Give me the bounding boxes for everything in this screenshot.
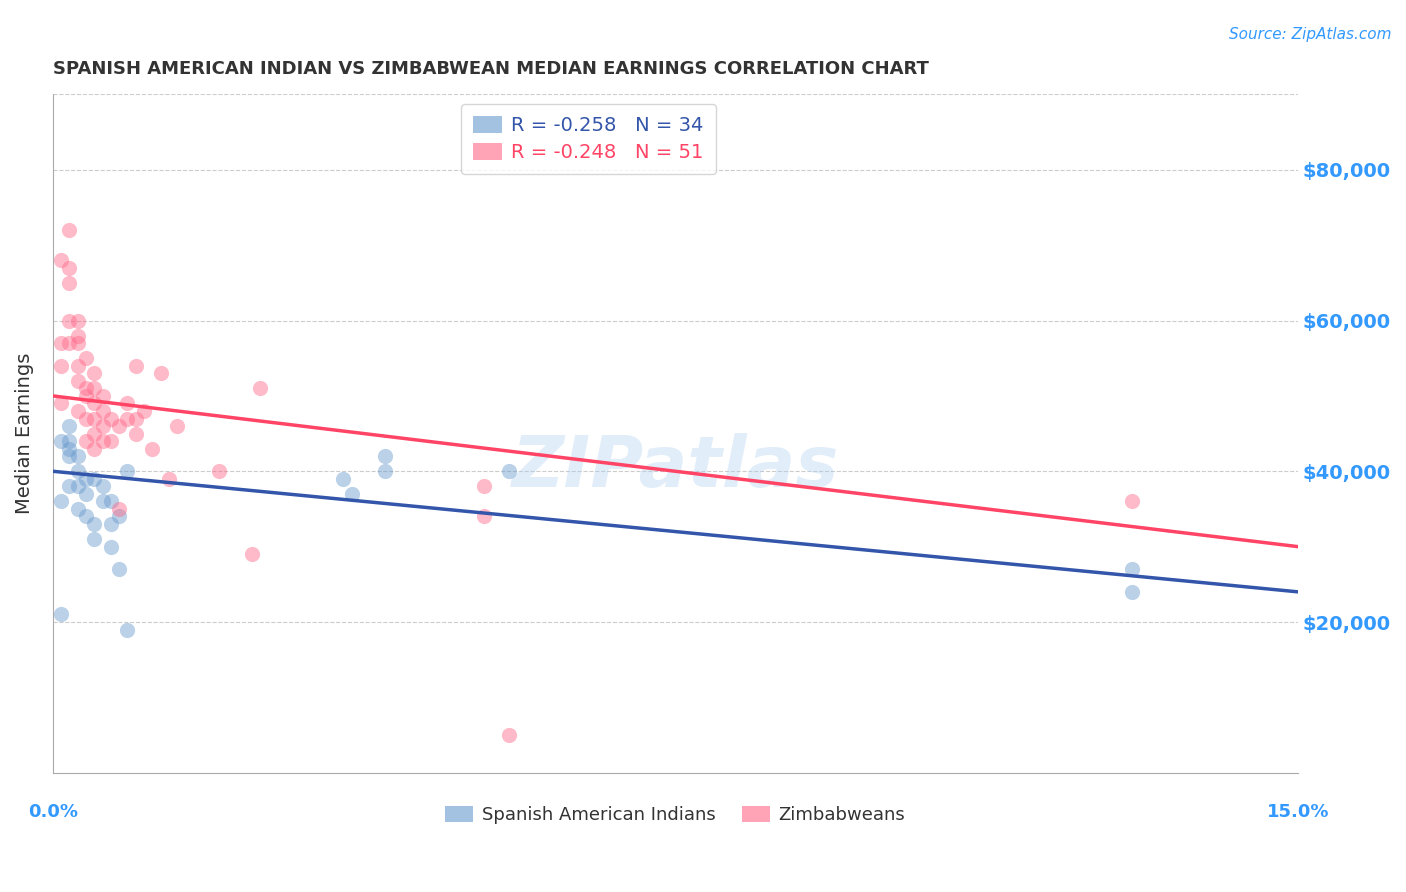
Point	[249, 381, 271, 395]
Point	[108, 509, 131, 524]
Point	[117, 411, 139, 425]
Point	[1121, 494, 1143, 508]
Point	[75, 472, 97, 486]
Point	[58, 449, 80, 463]
Point	[100, 540, 122, 554]
Point	[58, 336, 80, 351]
Point	[374, 449, 396, 463]
Point	[91, 434, 114, 449]
Point	[83, 396, 105, 410]
Point	[157, 472, 180, 486]
Point	[75, 487, 97, 501]
Point	[83, 516, 105, 531]
Point	[374, 464, 396, 478]
Point	[166, 419, 188, 434]
Point	[100, 434, 122, 449]
Point	[474, 509, 496, 524]
Point	[117, 623, 139, 637]
Point	[125, 411, 148, 425]
Point	[58, 479, 80, 493]
Point	[66, 404, 89, 418]
Point	[58, 313, 80, 327]
Point	[58, 223, 80, 237]
Text: Source: ZipAtlas.com: Source: ZipAtlas.com	[1229, 27, 1392, 42]
Point	[208, 464, 231, 478]
Point	[66, 464, 89, 478]
Point	[83, 411, 105, 425]
Point	[83, 366, 105, 380]
Point	[49, 434, 72, 449]
Point	[498, 464, 520, 478]
Point	[75, 411, 97, 425]
Point	[49, 253, 72, 268]
Point	[91, 494, 114, 508]
Point	[66, 359, 89, 373]
Point	[83, 532, 105, 546]
Point	[75, 351, 97, 366]
Point	[66, 502, 89, 516]
Point	[83, 472, 105, 486]
Point	[75, 509, 97, 524]
Text: 0.0%: 0.0%	[28, 804, 77, 822]
Point	[49, 396, 72, 410]
Point	[58, 419, 80, 434]
Point	[83, 442, 105, 456]
Point	[340, 487, 363, 501]
Point	[66, 479, 89, 493]
Y-axis label: Median Earnings: Median Earnings	[15, 353, 34, 515]
Legend: Spanish American Indians, Zimbabweans: Spanish American Indians, Zimbabweans	[439, 799, 912, 831]
Text: ZIPatlas: ZIPatlas	[512, 433, 839, 502]
Point	[141, 442, 163, 456]
Point	[117, 464, 139, 478]
Point	[58, 260, 80, 275]
Point	[49, 359, 72, 373]
Point	[1121, 585, 1143, 599]
Point	[1121, 562, 1143, 576]
Point	[100, 516, 122, 531]
Point	[100, 411, 122, 425]
Point	[100, 494, 122, 508]
Point	[75, 434, 97, 449]
Point	[66, 336, 89, 351]
Point	[91, 479, 114, 493]
Point	[91, 404, 114, 418]
Point	[474, 479, 496, 493]
Point	[66, 313, 89, 327]
Point	[498, 728, 520, 742]
Point	[66, 328, 89, 343]
Point	[58, 276, 80, 290]
Point	[108, 502, 131, 516]
Point	[49, 336, 72, 351]
Text: 15.0%: 15.0%	[1267, 804, 1329, 822]
Point	[83, 381, 105, 395]
Point	[66, 449, 89, 463]
Point	[240, 547, 263, 561]
Point	[58, 442, 80, 456]
Point	[49, 607, 72, 622]
Point	[83, 426, 105, 441]
Point	[75, 389, 97, 403]
Point	[91, 419, 114, 434]
Point	[332, 472, 354, 486]
Text: SPANISH AMERICAN INDIAN VS ZIMBABWEAN MEDIAN EARNINGS CORRELATION CHART: SPANISH AMERICAN INDIAN VS ZIMBABWEAN ME…	[53, 60, 928, 78]
Point	[125, 359, 148, 373]
Point	[75, 381, 97, 395]
Point	[108, 419, 131, 434]
Point	[66, 374, 89, 388]
Point	[108, 562, 131, 576]
Point	[125, 426, 148, 441]
Point	[58, 434, 80, 449]
Point	[117, 396, 139, 410]
Point	[149, 366, 172, 380]
Point	[49, 494, 72, 508]
Point	[132, 404, 155, 418]
Point	[91, 389, 114, 403]
